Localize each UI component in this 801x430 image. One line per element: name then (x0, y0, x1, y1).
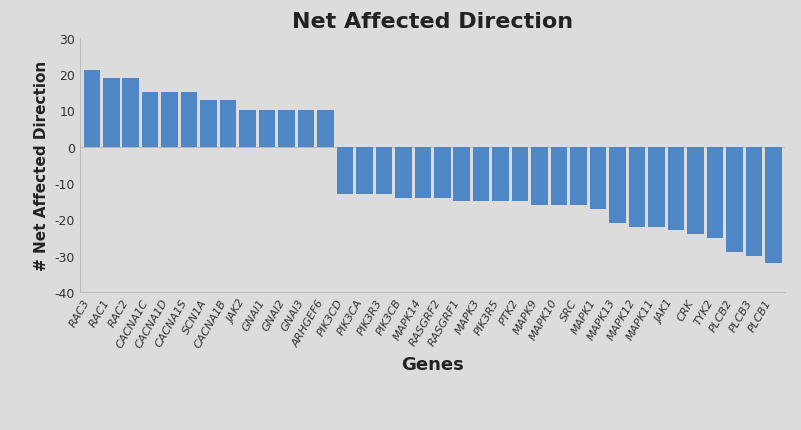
Bar (200, 100, 217, 147)
Title: Net Affected Direction: Net Affected Direction (292, 12, 573, 32)
Bar (103, 79, 119, 147)
Bar (278, 111, 295, 147)
Bar (415, 147, 431, 198)
Bar (706, 147, 723, 238)
Bar (376, 147, 392, 194)
Bar (493, 147, 509, 202)
Bar (395, 147, 412, 198)
Bar (746, 147, 762, 256)
Bar (298, 111, 314, 147)
Bar (687, 147, 704, 234)
Bar (142, 93, 159, 147)
Bar (83, 71, 100, 147)
Bar (590, 147, 606, 209)
Bar (453, 147, 470, 202)
Bar (726, 147, 743, 252)
Bar (512, 147, 529, 202)
Bar (531, 147, 548, 206)
Y-axis label: # Net Affected Direction: # Net Affected Direction (34, 61, 50, 270)
Bar (181, 93, 197, 147)
Bar (356, 147, 372, 194)
X-axis label: Genes: Genes (401, 355, 464, 373)
Bar (219, 100, 236, 147)
Bar (473, 147, 489, 202)
Bar (259, 111, 276, 147)
Bar (610, 147, 626, 224)
Bar (434, 147, 450, 198)
Bar (123, 79, 139, 147)
Bar (161, 93, 178, 147)
Bar (570, 147, 587, 206)
Bar (551, 147, 567, 206)
Bar (648, 147, 665, 227)
Bar (239, 111, 256, 147)
Bar (336, 147, 353, 194)
Bar (668, 147, 684, 231)
Bar (765, 147, 782, 264)
Bar (317, 111, 334, 147)
Bar (629, 147, 646, 227)
